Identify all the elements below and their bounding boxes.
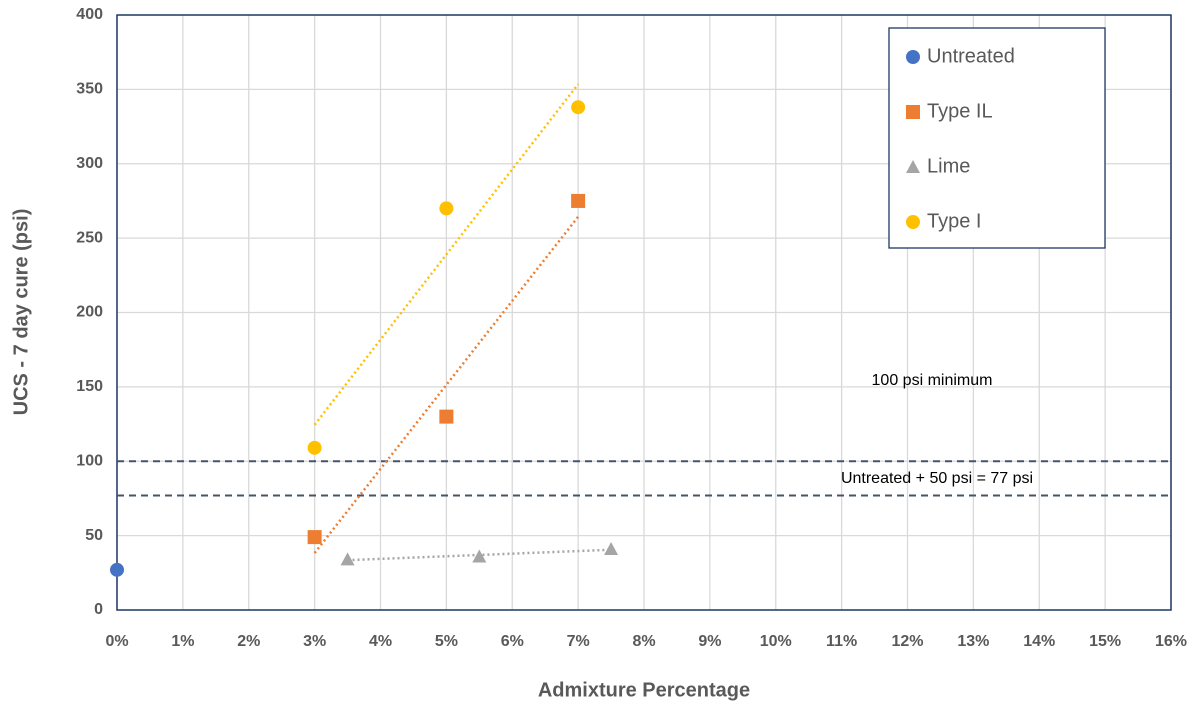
x-tick-label: 4% xyxy=(369,633,392,650)
data-point xyxy=(439,409,454,424)
x-tick-label: 2% xyxy=(237,633,260,650)
data-point xyxy=(307,530,322,545)
data-point xyxy=(472,549,487,563)
y-tick-label: 50 xyxy=(85,527,103,544)
x-tick-label: 8% xyxy=(632,633,655,650)
x-tick-label: 3% xyxy=(303,633,326,650)
legend-box xyxy=(888,27,1106,249)
plot-border xyxy=(116,14,1172,611)
y-tick-label: 300 xyxy=(76,155,103,172)
data-point xyxy=(571,193,586,208)
legend-marker xyxy=(906,105,920,119)
x-tick-label: 5% xyxy=(435,633,458,650)
legend-marker xyxy=(906,160,920,173)
data-point xyxy=(604,542,619,556)
y-tick-label: 150 xyxy=(76,378,103,395)
legend-label: Lime xyxy=(927,155,970,177)
legend-marker xyxy=(906,215,920,229)
legend-label: Type IL xyxy=(927,100,993,122)
y-tick-label: 400 xyxy=(76,6,103,23)
x-tick-label: 15% xyxy=(1089,633,1121,650)
y-tick-label: 0 xyxy=(94,601,103,618)
x-tick-label: 6% xyxy=(501,633,524,650)
x-tick-label: 1% xyxy=(171,633,194,650)
data-point xyxy=(340,552,355,566)
x-tick-label: 9% xyxy=(698,633,721,650)
x-tick-label: 7% xyxy=(567,633,590,650)
data-point xyxy=(571,100,586,115)
data-point xyxy=(307,440,322,455)
x-tick-label: 11% xyxy=(826,633,857,650)
reference-label: 100 psi minimum xyxy=(872,372,993,389)
x-axis-title: Admixture Percentage xyxy=(538,679,750,701)
x-tick-label: 13% xyxy=(957,633,989,650)
y-tick-label: 200 xyxy=(76,304,103,321)
trendline xyxy=(313,83,580,426)
y-tick-label: 100 xyxy=(76,452,103,469)
data-point xyxy=(439,201,454,216)
x-tick-label: 16% xyxy=(1155,633,1187,650)
legend-label: Untreated xyxy=(927,45,1015,67)
y-tick-label: 250 xyxy=(76,229,103,246)
x-tick-label: 12% xyxy=(891,633,923,650)
trendline xyxy=(313,216,580,554)
legend-marker xyxy=(906,50,920,64)
reference-label: Untreated + 50 psi = 77 psi xyxy=(841,470,1033,487)
y-tick-label: 350 xyxy=(76,81,103,98)
x-tick-label: 10% xyxy=(760,633,792,650)
legend-label: Type I xyxy=(927,210,981,232)
data-point xyxy=(110,562,124,577)
y-axis-title: UCS - 7 day cure (psi) xyxy=(10,209,32,416)
legend: Untreated Type IL Lime Type I xyxy=(888,27,1106,249)
x-tick-label: 0% xyxy=(105,633,128,650)
x-tick-label: 14% xyxy=(1023,633,1055,650)
